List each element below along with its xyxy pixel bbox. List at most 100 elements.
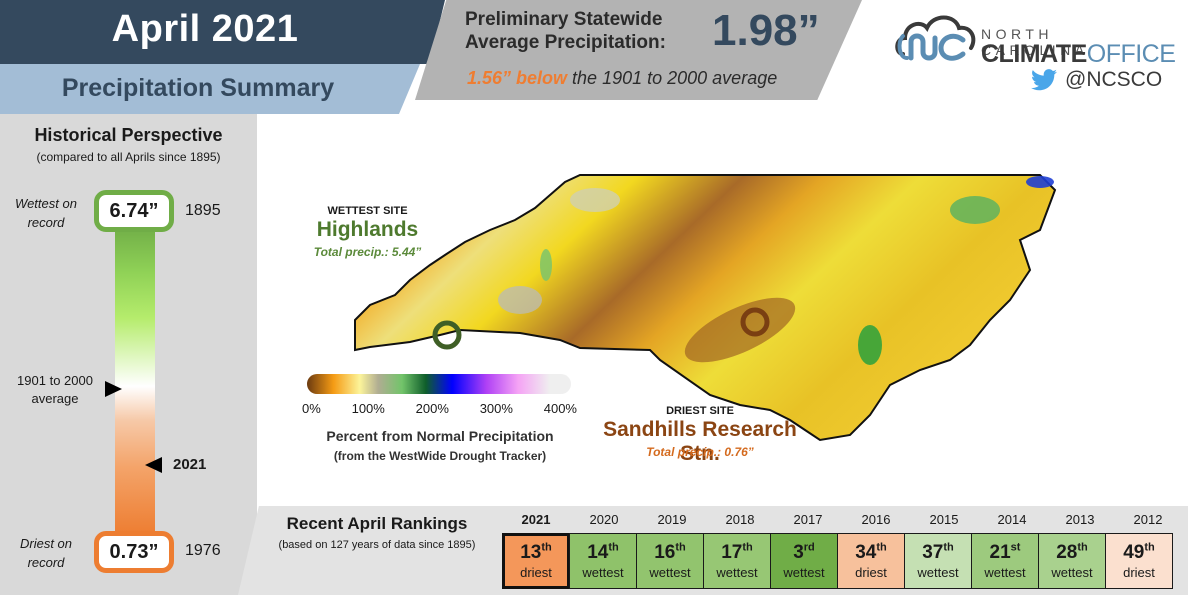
rank-number: 16th bbox=[654, 541, 686, 563]
departure-text: the 1901 to 2000 average bbox=[567, 68, 778, 88]
cloud-nc-logo-icon bbox=[895, 15, 976, 61]
rank-year: 2021 bbox=[521, 512, 551, 527]
rank-type: wettest bbox=[649, 564, 691, 580]
legend-color-ramp bbox=[307, 374, 571, 394]
rank-type: driest bbox=[1123, 564, 1155, 580]
statewide-precip-value: 1.98” bbox=[712, 6, 820, 55]
wettest-year: 1895 bbox=[185, 202, 221, 219]
rank-number: 14th bbox=[587, 541, 619, 563]
wet-patch bbox=[540, 249, 552, 281]
precip-thermometer-bar bbox=[115, 225, 155, 535]
subtitle-band bbox=[0, 64, 420, 114]
near-normal-patch bbox=[498, 286, 542, 314]
nc-climate-office-logo[interactable]: NORTH CAROLINA CLIMATEOFFICE bbox=[893, 8, 1176, 68]
rank-type: wettest bbox=[716, 564, 758, 580]
rank-cell-2016: 34th driest bbox=[837, 533, 905, 589]
rank-year: 2014 bbox=[997, 512, 1027, 527]
logo-line2: CLIMATEOFFICE bbox=[981, 40, 1176, 69]
rankings-cells: 13th driest 14th wettest 16th wettest 17… bbox=[502, 533, 1173, 589]
rank-cell-2020: 14th wettest bbox=[569, 533, 637, 589]
rank-number: 17th bbox=[721, 541, 753, 563]
rank-cell-2014: 21st wettest bbox=[971, 533, 1039, 589]
legend-tick: 100% bbox=[351, 401, 385, 416]
rank-year: 2012 bbox=[1133, 512, 1163, 527]
rank-type: driest bbox=[855, 564, 887, 580]
rank-number: 49th bbox=[1123, 541, 1155, 563]
current-year-label: 2021 bbox=[173, 456, 207, 473]
rank-type: wettest bbox=[582, 564, 624, 580]
rank-year: 2013 bbox=[1065, 512, 1095, 527]
rankings-title: Recent April Rankings bbox=[286, 514, 468, 533]
logo-climate: CLIMATE bbox=[981, 40, 1087, 68]
rank-number: 13th bbox=[520, 541, 552, 563]
driest-site-marker-icon[interactable] bbox=[740, 307, 770, 337]
twitter-link[interactable]: @NCSCO bbox=[1031, 68, 1162, 92]
rank-year: 2015 bbox=[929, 512, 959, 527]
rank-year: 2020 bbox=[589, 512, 619, 527]
page-title: April 2021 bbox=[111, 8, 299, 50]
current-year-marker-arrow-icon bbox=[145, 457, 162, 473]
rankings-years: 2021 2020 2019 2018 2017 2016 2015 2014 … bbox=[502, 512, 1182, 527]
wettest-site-name: Highlands bbox=[316, 218, 419, 241]
rank-type: wettest bbox=[783, 564, 825, 580]
stat-label-line1: Preliminary Statewide bbox=[465, 9, 663, 30]
rank-number: 37th bbox=[922, 541, 954, 563]
driest-site-kicker: DRIEST SITE bbox=[666, 405, 734, 417]
title-band bbox=[0, 0, 445, 64]
rank-cell-2013: 28th wettest bbox=[1038, 533, 1106, 589]
rank-cell-2018: 17th wettest bbox=[703, 533, 771, 589]
statewide-stat-label: Preliminary Statewide Average Precipitat… bbox=[465, 8, 666, 54]
driest-site-name: Sandhills Research Stn. bbox=[603, 418, 797, 465]
rank-number: 34th bbox=[855, 541, 887, 563]
twitter-handle: @NCSCO bbox=[1065, 68, 1163, 91]
rank-year: 2017 bbox=[793, 512, 823, 527]
rank-number: 28th bbox=[1056, 541, 1088, 563]
rank-number: 3rd bbox=[793, 541, 815, 563]
legend-tick: 200% bbox=[415, 401, 449, 416]
rank-cell-2015: 37th wettest bbox=[904, 533, 972, 589]
nc-state-outline bbox=[354, 174, 1057, 442]
legend-title: Percent from Normal Precipitation bbox=[326, 428, 554, 444]
average-marker-arrow-icon bbox=[105, 381, 122, 397]
wet-patch bbox=[950, 196, 1000, 224]
rank-type: driest bbox=[520, 564, 552, 580]
rank-type: wettest bbox=[1051, 564, 1093, 580]
wet-patch bbox=[858, 325, 882, 365]
average-label: 1901 to 2000 average bbox=[17, 373, 93, 406]
dry-core-patch bbox=[684, 297, 796, 363]
wettest-label: Wettest on record bbox=[15, 196, 77, 230]
driest-label: Driest on record bbox=[19, 536, 73, 570]
wettest-site-marker-icon[interactable] bbox=[432, 320, 462, 350]
nc-precipitation-map bbox=[354, 174, 1057, 442]
legend-source: (from the WestWide Drought Tracker) bbox=[333, 449, 547, 463]
driest-year: 1976 bbox=[185, 542, 221, 559]
logo-office: OFFICE bbox=[1086, 40, 1176, 68]
rank-cell-2012: 49th driest bbox=[1105, 533, 1173, 589]
rank-year: 2018 bbox=[725, 512, 755, 527]
wettest-site-kicker: WETTEST SITE bbox=[327, 205, 408, 217]
historical-title: Historical Perspective bbox=[34, 125, 223, 145]
legend-tick: 400% bbox=[543, 401, 577, 416]
rank-year: 2016 bbox=[861, 512, 891, 527]
wet-patch bbox=[1026, 176, 1054, 188]
rank-cell-2019: 16th wettest bbox=[636, 533, 704, 589]
near-normal-patch bbox=[570, 188, 620, 212]
legend-ticks: 0% 100% 200% 300% 400% bbox=[302, 401, 577, 416]
rank-cell-2017: 3rd wettest bbox=[770, 533, 838, 589]
departure-value: 1.56” below bbox=[467, 68, 568, 88]
logo-line1: NORTH CAROLINA bbox=[981, 26, 1089, 58]
driest-value-box: 0.73” bbox=[94, 531, 174, 573]
rank-type: wettest bbox=[917, 564, 959, 580]
rank-year: 2019 bbox=[657, 512, 687, 527]
wettest-site-total: Total precip.: 5.44” bbox=[313, 245, 422, 259]
rankings-subtitle: (based on 127 years of data since 1895) bbox=[278, 539, 476, 551]
driest-site-total: Total precip.: 0.76” bbox=[646, 445, 754, 459]
legend-tick: 300% bbox=[479, 401, 513, 416]
legend-tick: 0% bbox=[302, 401, 321, 416]
stat-label-line2: Average Precipitation: bbox=[465, 32, 666, 53]
rank-cell-2021: 13th driest bbox=[502, 533, 570, 589]
statewide-stat-band bbox=[415, 0, 862, 100]
rank-type: wettest bbox=[984, 564, 1026, 580]
rank-number: 21st bbox=[989, 541, 1021, 563]
twitter-bird-icon bbox=[1031, 69, 1057, 91]
